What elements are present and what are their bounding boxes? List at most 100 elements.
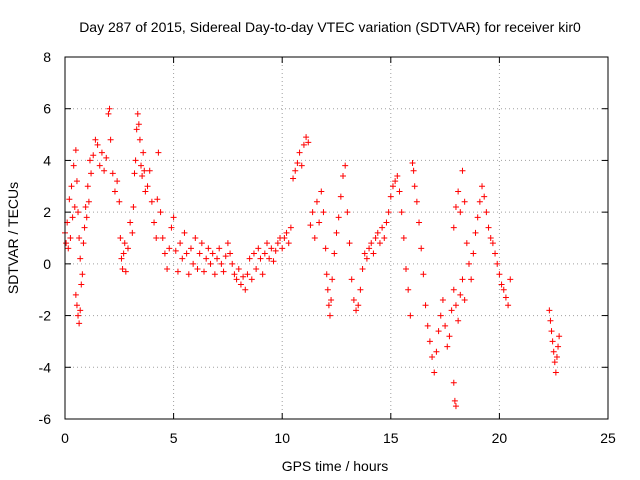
data-point [119,266,126,273]
data-point [331,250,338,257]
data-point [109,170,116,177]
data-point [450,224,457,231]
y-tick-label: 4 [43,152,51,168]
data-point [114,178,121,185]
data-point [153,235,160,241]
data-point [385,209,392,216]
data-point [242,286,249,293]
data-point [452,403,459,410]
data-point [121,240,128,247]
data-point [451,397,458,404]
data-point [418,245,425,252]
data-point [63,240,70,247]
data-point [335,214,342,221]
data-point [82,203,89,210]
data-point [296,149,303,156]
data-point [324,286,331,293]
data-point [144,183,151,190]
data-point [551,359,558,366]
data-point [322,245,329,252]
data-point [357,286,364,293]
data-point [298,162,305,169]
data-point [329,276,336,283]
data-point [316,219,323,226]
data-point [426,338,433,345]
data-point [205,245,212,252]
data-point [309,209,316,216]
data-point [140,149,147,156]
data-point [209,250,216,257]
data-point [183,250,190,257]
data-point [328,297,335,304]
data-point [555,343,562,350]
data-point [405,286,412,293]
data-point [444,343,451,350]
data-point [394,172,401,179]
data-point [129,229,136,236]
data-point [550,348,557,355]
data-point [222,253,229,260]
data-point [470,250,477,257]
data-point [372,235,379,241]
data-point [500,286,507,293]
data-point [363,255,370,262]
data-point [194,266,201,273]
data-point [452,203,459,210]
data-point [450,379,457,386]
data-point [337,193,344,200]
data-point [216,245,223,252]
axis-ticks: 0 5 10 15 20 25 -6 -4 -2 0 2 4 6 8 [39,49,616,446]
data-point [448,307,455,314]
data-point [261,250,268,257]
data-point [231,271,238,278]
data-point [416,219,423,226]
data-point [344,209,351,216]
data-point [127,219,134,226]
data-point [387,193,394,200]
data-point [248,276,255,283]
data-point [224,240,231,247]
data-point [90,152,97,159]
y-tick-label: -4 [39,359,52,375]
x-tick-label: 20 [492,430,508,446]
y-tick-label: -2 [39,308,52,324]
data-point [132,157,139,164]
data-point [67,235,74,241]
data-point [376,240,383,247]
data-point [86,157,93,164]
data-point [333,229,340,236]
y-tick-label: -6 [39,411,52,427]
data-point [240,273,247,280]
data-point [479,183,486,190]
data-point [79,271,86,278]
data-point [468,276,475,283]
data-point [366,245,373,252]
data-point [379,224,386,231]
data-point [409,160,416,167]
data-point [300,141,307,148]
data-point [281,235,288,241]
data-point [549,338,556,345]
data-point [77,255,84,262]
x-tick-label: 0 [61,430,69,446]
data-point [272,247,279,254]
data-point [118,255,125,262]
data-point [313,198,320,205]
data-point [546,307,553,314]
data-point [270,258,277,265]
data-point [396,188,403,195]
data-point [439,297,446,304]
data-point [259,271,266,278]
data-point [136,136,143,143]
data-point [552,369,559,376]
x-axis-label: GPS time / hours [282,458,389,474]
data-point [472,229,479,236]
data-point [135,121,142,128]
data-point [455,317,462,324]
data-point [481,193,488,200]
data-point [181,229,188,236]
data-point [556,333,563,340]
data-point [170,214,177,221]
data-points [62,105,563,410]
data-point [76,320,83,327]
